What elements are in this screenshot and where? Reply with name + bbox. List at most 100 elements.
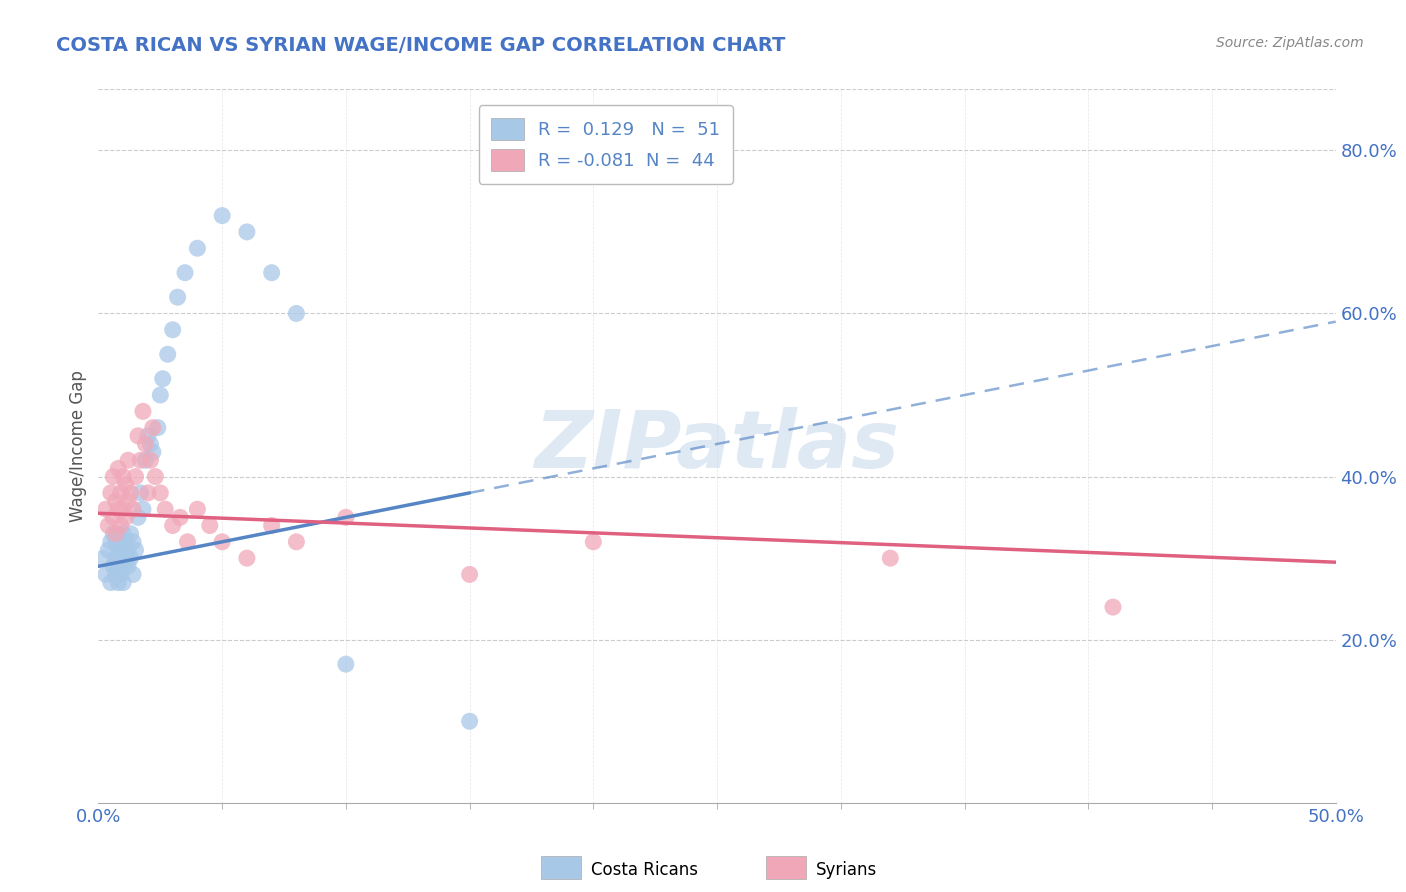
Point <box>285 306 308 320</box>
Point <box>107 575 129 590</box>
Point <box>260 518 283 533</box>
Point <box>124 543 146 558</box>
Point <box>132 404 155 418</box>
Text: ZIPatlas: ZIPatlas <box>534 407 900 485</box>
Point <box>110 534 132 549</box>
Point <box>186 241 208 255</box>
Point <box>127 429 149 443</box>
Point <box>114 551 136 566</box>
Text: Syrians: Syrians <box>815 861 877 879</box>
Text: Source: ZipAtlas.com: Source: ZipAtlas.com <box>1216 36 1364 50</box>
Point <box>117 559 139 574</box>
Point <box>136 486 159 500</box>
Point <box>162 518 184 533</box>
Point <box>100 534 122 549</box>
Point <box>104 526 127 541</box>
Point <box>107 461 129 475</box>
Point <box>114 510 136 524</box>
Y-axis label: Wage/Income Gap: Wage/Income Gap <box>69 370 87 522</box>
Point <box>285 534 308 549</box>
Point <box>93 551 115 566</box>
Point <box>110 551 132 566</box>
Point <box>112 526 135 541</box>
Point <box>335 657 357 672</box>
Point <box>142 445 165 459</box>
Point <box>152 372 174 386</box>
Point <box>166 290 188 304</box>
Point <box>100 575 122 590</box>
Point <box>112 502 135 516</box>
Point <box>103 510 125 524</box>
Point <box>104 494 127 508</box>
Text: COSTA RICAN VS SYRIAN WAGE/INCOME GAP CORRELATION CHART: COSTA RICAN VS SYRIAN WAGE/INCOME GAP CO… <box>56 36 786 54</box>
Point <box>127 510 149 524</box>
Point <box>129 453 152 467</box>
Point <box>103 559 125 574</box>
Point <box>107 543 129 558</box>
Point <box>198 518 221 533</box>
Bar <box>541 856 581 879</box>
Point <box>107 502 129 516</box>
Point <box>97 518 120 533</box>
Point <box>149 388 172 402</box>
Point <box>97 543 120 558</box>
Point <box>120 526 142 541</box>
Point <box>582 534 605 549</box>
Point <box>458 714 481 729</box>
Point <box>142 420 165 434</box>
Point <box>112 575 135 590</box>
Point <box>117 453 139 467</box>
Point <box>103 469 125 483</box>
Point <box>162 323 184 337</box>
Point <box>260 266 283 280</box>
Point <box>146 420 169 434</box>
Point <box>110 486 132 500</box>
Point <box>129 486 152 500</box>
Point <box>236 551 259 566</box>
Point <box>94 567 117 582</box>
Point <box>211 209 233 223</box>
Point <box>143 469 166 483</box>
Point <box>174 266 197 280</box>
Point <box>110 567 132 582</box>
Point <box>211 534 233 549</box>
Point <box>104 534 127 549</box>
Point <box>103 526 125 541</box>
Point <box>107 526 129 541</box>
Point <box>117 543 139 558</box>
Bar <box>766 856 806 879</box>
Point <box>879 551 901 566</box>
Point <box>107 559 129 574</box>
Point <box>176 534 198 549</box>
Point <box>104 567 127 582</box>
Point <box>120 551 142 566</box>
Point <box>104 551 127 566</box>
Point <box>114 477 136 491</box>
Point <box>169 510 191 524</box>
Point <box>156 347 179 361</box>
Point <box>136 429 159 443</box>
Point <box>122 534 145 549</box>
Point <box>1102 600 1125 615</box>
Legend: R =  0.129   N =  51, R = -0.081  N =  44: R = 0.129 N = 51, R = -0.081 N = 44 <box>478 105 733 184</box>
Point <box>120 486 142 500</box>
Point <box>110 518 132 533</box>
Point <box>139 437 162 451</box>
Point <box>122 502 145 516</box>
Point <box>124 469 146 483</box>
Text: Costa Ricans: Costa Ricans <box>591 861 697 879</box>
Point <box>155 502 177 516</box>
Point <box>112 543 135 558</box>
Point <box>94 502 117 516</box>
Point <box>139 453 162 467</box>
Point <box>335 510 357 524</box>
Point <box>112 559 135 574</box>
Point <box>100 486 122 500</box>
Point <box>117 494 139 508</box>
Point <box>132 502 155 516</box>
Point <box>114 534 136 549</box>
Point <box>134 453 156 467</box>
Point <box>236 225 259 239</box>
Point <box>149 486 172 500</box>
Point <box>134 437 156 451</box>
